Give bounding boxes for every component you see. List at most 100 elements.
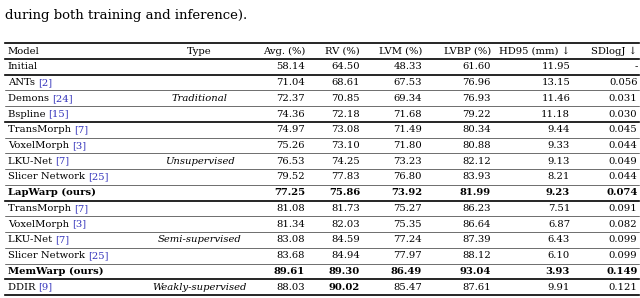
Text: 0.044: 0.044 [609,141,637,150]
Text: 58.14: 58.14 [276,62,305,71]
Text: 67.53: 67.53 [394,78,422,87]
Text: 71.68: 71.68 [394,110,422,119]
Text: 76.80: 76.80 [394,173,422,181]
Text: Avg. (%): Avg. (%) [262,46,305,56]
Text: during both training and inference).: during both training and inference). [5,9,248,22]
Text: 79.52: 79.52 [276,173,305,181]
Text: 0.121: 0.121 [609,283,637,292]
Text: 73.92: 73.92 [391,188,422,197]
Text: 75.86: 75.86 [329,188,360,197]
Text: TransMorph: TransMorph [8,204,74,213]
Text: 72.37: 72.37 [276,94,305,103]
Text: RV (%): RV (%) [325,46,360,56]
Text: 0.031: 0.031 [609,94,637,103]
Text: [25]: [25] [88,173,108,181]
Text: Demons: Demons [8,94,52,103]
Text: 7.51: 7.51 [548,204,570,213]
Text: 6.87: 6.87 [548,220,570,229]
Text: 77.97: 77.97 [394,251,422,260]
Text: 68.61: 68.61 [332,78,360,87]
Text: 75.35: 75.35 [394,220,422,229]
Text: [2]: [2] [38,78,52,87]
Text: [7]: [7] [55,157,69,166]
Text: 13.15: 13.15 [541,78,570,87]
Text: 81.99: 81.99 [460,188,491,197]
Text: 11.46: 11.46 [541,94,570,103]
Text: 84.94: 84.94 [331,251,360,260]
Text: 79.22: 79.22 [462,110,491,119]
Text: 81.08: 81.08 [276,204,305,213]
Text: [7]: [7] [74,125,88,134]
Text: [3]: [3] [72,220,86,229]
Text: Type: Type [188,46,212,56]
Text: [7]: [7] [74,204,88,213]
Text: [3]: [3] [72,141,86,150]
Text: 86.23: 86.23 [462,204,491,213]
Text: LapWarp (ours): LapWarp (ours) [8,188,96,197]
Text: 77.25: 77.25 [274,188,305,197]
Text: 0.099: 0.099 [609,251,637,260]
Text: 0.091: 0.091 [609,204,637,213]
Text: 74.36: 74.36 [276,110,305,119]
Text: Traditional: Traditional [172,94,228,103]
Text: 72.18: 72.18 [332,110,360,119]
Text: LVBP (%): LVBP (%) [444,46,491,56]
Text: 0.049: 0.049 [609,157,637,166]
Text: [15]: [15] [49,110,69,119]
Text: 9.23: 9.23 [546,188,570,197]
Text: Semi-supervised: Semi-supervised [158,235,241,244]
Text: Slicer Network: Slicer Network [8,173,88,181]
Text: 87.61: 87.61 [462,283,491,292]
Text: 86.64: 86.64 [462,220,491,229]
Text: 71.80: 71.80 [393,141,422,150]
Text: 48.33: 48.33 [393,62,422,71]
Text: 76.93: 76.93 [462,94,491,103]
Text: 83.68: 83.68 [276,251,305,260]
Text: 11.95: 11.95 [541,62,570,71]
Text: 88.03: 88.03 [276,283,305,292]
Text: 0.056: 0.056 [609,78,637,87]
Text: 0.082: 0.082 [609,220,637,229]
Text: 61.60: 61.60 [462,62,491,71]
Text: SDlogJ ↓: SDlogJ ↓ [591,46,637,56]
Text: [25]: [25] [88,251,108,260]
Text: 6.43: 6.43 [548,235,570,244]
Text: 74.97: 74.97 [276,125,305,134]
Text: -: - [634,62,637,71]
Text: 83.08: 83.08 [276,235,305,244]
Text: 80.88: 80.88 [462,141,491,150]
Text: 0.099: 0.099 [609,235,637,244]
Text: 87.39: 87.39 [462,235,491,244]
Text: 88.12: 88.12 [462,251,491,260]
Text: VoxelMorph: VoxelMorph [8,220,72,229]
Text: 82.03: 82.03 [332,220,360,229]
Text: MemWarp (ours): MemWarp (ours) [8,267,103,276]
Text: 11.18: 11.18 [541,110,570,119]
Text: 76.53: 76.53 [276,157,305,166]
Text: LKU-Net: LKU-Net [8,235,55,244]
Text: 0.045: 0.045 [609,125,637,134]
Text: 71.49: 71.49 [393,125,422,134]
Text: 82.12: 82.12 [462,157,491,166]
Text: [7]: [7] [55,235,69,244]
Text: Weakly-supervised: Weakly-supervised [152,283,247,292]
Text: VoxelMorph: VoxelMorph [8,141,72,150]
Text: 6.10: 6.10 [548,251,570,260]
Text: 73.08: 73.08 [332,125,360,134]
Text: 75.26: 75.26 [276,141,305,150]
Text: 0.030: 0.030 [609,110,637,119]
Text: 0.074: 0.074 [606,188,637,197]
Text: Model: Model [8,46,40,56]
Text: 77.24: 77.24 [393,235,422,244]
Text: [9]: [9] [38,283,52,292]
Text: 71.04: 71.04 [276,78,305,87]
Text: Unsupervised: Unsupervised [165,157,234,166]
Text: 86.49: 86.49 [391,267,422,276]
Text: 83.93: 83.93 [462,173,491,181]
Text: [24]: [24] [52,94,72,103]
Text: Initial: Initial [8,62,38,71]
Text: 9.33: 9.33 [548,141,570,150]
Text: 81.34: 81.34 [276,220,305,229]
Text: 80.34: 80.34 [462,125,491,134]
Text: 89.30: 89.30 [329,267,360,276]
